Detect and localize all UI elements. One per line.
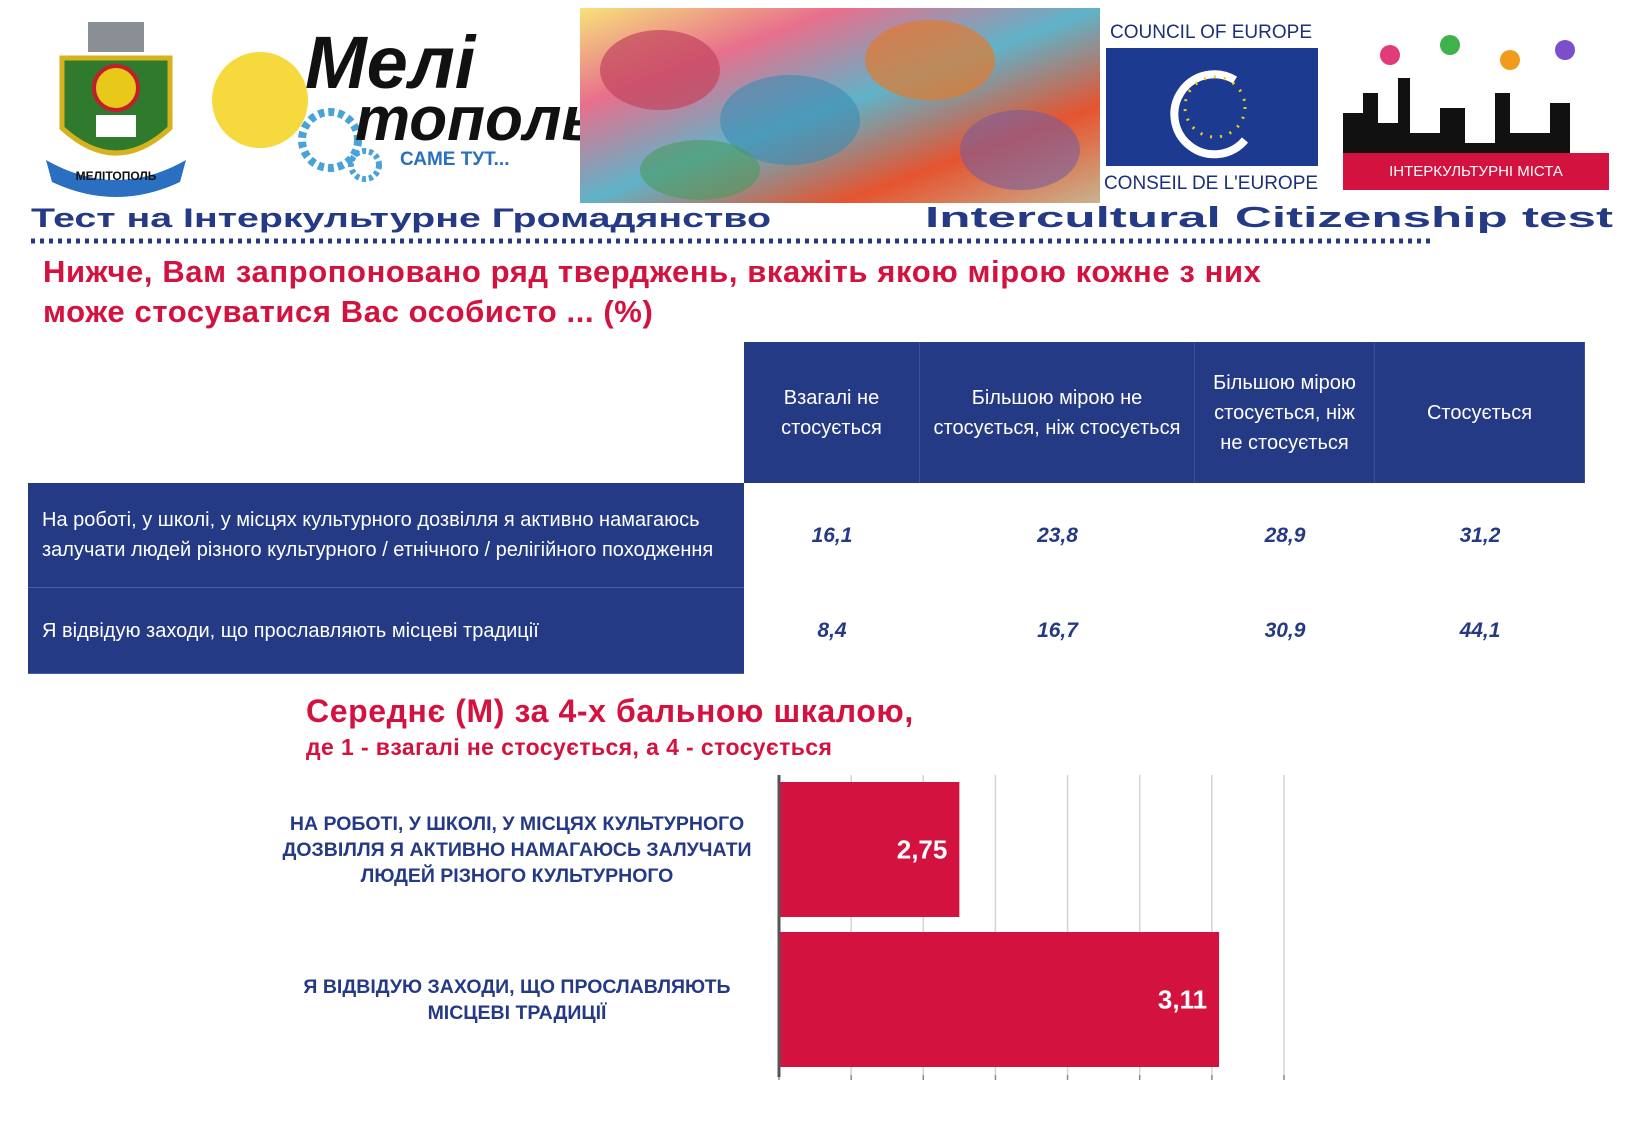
category-label: НА РОБОТІ, У ШКОЛІ, У МІСЦЯХ КУЛЬТУРНОГО… bbox=[282, 812, 752, 887]
logo-line1: Мелі bbox=[305, 21, 477, 104]
mosaic bbox=[580, 8, 1100, 203]
city-logo: Мелі тополь САМЕ ТУТ... bbox=[212, 21, 598, 182]
chart-title: Середнє (М) за 4-х бальною шкалою, bbox=[306, 693, 914, 729]
table-value: 28,9 bbox=[1264, 523, 1306, 547]
table-value: 30,9 bbox=[1264, 619, 1306, 642]
column-header: Взагалі не стосується bbox=[744, 342, 920, 483]
title-ua: Тест на Інтеркультурне Громадянство bbox=[31, 203, 771, 233]
icc-logo: ІНТЕРКУЛЬТУРНІ МІСТА bbox=[1343, 35, 1609, 190]
table-value: 16,1 bbox=[811, 523, 853, 547]
logo-slogan: САМЕ ТУТ... bbox=[400, 149, 509, 170]
value-label: 2,75 bbox=[897, 835, 948, 865]
row-label: Я відвідую заходи, що прославляють місце… bbox=[28, 588, 744, 674]
crest: МЕЛІТОПОЛЬ bbox=[46, 22, 186, 197]
table-value: 16,7 bbox=[1037, 619, 1078, 642]
coe-top: COUNCIL OF EUROPE bbox=[1110, 22, 1312, 43]
bar bbox=[779, 782, 960, 917]
chart-subtitle: де 1 - взагалі не стосується, а 4 - стос… bbox=[306, 734, 833, 760]
row-label: На роботі, у школі, у місцях культурного… bbox=[28, 483, 744, 588]
header: МЕЛІТОПОЛЬ Мелі тополь САМЕ ТУТ... COUNC… bbox=[31, 0, 1614, 244]
coe-bottom: CONSEIL DE L'EUROPE bbox=[1104, 173, 1318, 194]
question-line: може стосуватися Вас особисто ... (%) bbox=[43, 294, 654, 329]
value-label: 3,11 bbox=[1158, 985, 1207, 1015]
column-header: Більшою мірою не стосується, ніж стосуєт… bbox=[920, 342, 1195, 483]
bar bbox=[779, 932, 1220, 1067]
logo-line2: тополь bbox=[355, 85, 598, 154]
column-header: Більшою мірою стосується, ніж не стосуєт… bbox=[1195, 342, 1375, 483]
question-line: Нижче, Вам запропоновано ряд тверджень, … bbox=[43, 254, 1262, 289]
icc-label: ІНТЕРКУЛЬТУРНІ МІСТА bbox=[1389, 163, 1563, 180]
table-value: 44,1 bbox=[1459, 619, 1501, 642]
table-value: 8,4 bbox=[817, 619, 847, 642]
category-label: Я ВІДВІДУЮ ЗАХОДИ, ЩО ПРОСЛАВЛЯЮТЬ МІСЦЕ… bbox=[303, 975, 731, 1024]
chart: 2,75 3,11 bbox=[777, 775, 1285, 1080]
coe-logo: COUNCIL OF EUROPE CONSEIL DE L'EUROPE bbox=[1100, 0, 1325, 202]
table-value: 31,2 bbox=[1459, 523, 1501, 547]
column-header: Стосується bbox=[1375, 342, 1585, 483]
question: Нижче, Вам запропоновано ряд тверджень, … bbox=[43, 252, 1261, 332]
crest-ribbon: МЕЛІТОПОЛЬ bbox=[76, 169, 157, 183]
title-en: Intercultural Citizenship test bbox=[925, 202, 1614, 234]
table-value: 23,8 bbox=[1037, 523, 1078, 547]
